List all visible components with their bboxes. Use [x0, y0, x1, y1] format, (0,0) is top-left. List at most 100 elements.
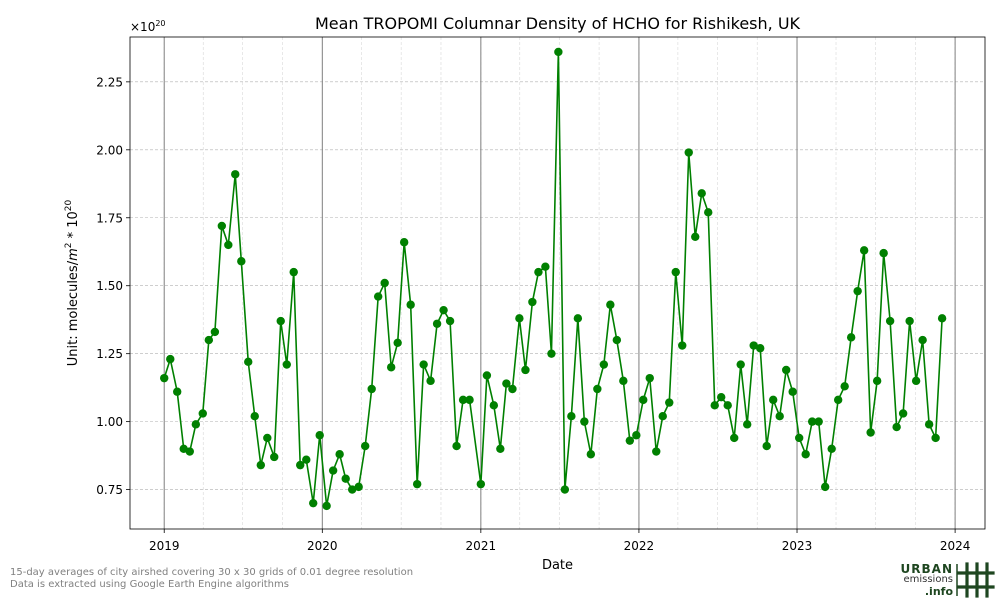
data-point	[599, 360, 609, 369]
data-point	[465, 395, 474, 405]
data-point	[393, 338, 402, 347]
data-point	[697, 189, 706, 198]
x-tick-label: 2022	[624, 539, 655, 553]
data-point	[380, 278, 389, 288]
data-point	[173, 387, 182, 396]
data-point	[191, 420, 201, 429]
year-lines	[163, 37, 956, 529]
data-point	[322, 501, 331, 511]
data-point	[360, 441, 370, 451]
y-offset-text: ×1020	[130, 19, 166, 34]
data-point	[749, 341, 758, 350]
y-axis-label: Unit: molecules/m2 * 1020	[64, 199, 81, 366]
data-point	[911, 376, 921, 386]
data-point	[419, 360, 428, 369]
data-point	[439, 305, 448, 315]
data-point	[534, 267, 543, 277]
data-point	[807, 417, 817, 426]
data-point	[801, 450, 810, 459]
data-point	[665, 398, 674, 407]
data-point	[859, 246, 869, 255]
data-point	[567, 411, 576, 421]
x-tick-label: 2024	[940, 539, 971, 553]
data-point	[905, 316, 914, 326]
x-tick-label: 2023	[782, 539, 813, 553]
data-point	[335, 450, 344, 459]
data-point	[730, 433, 739, 443]
chart-title: Mean TROPOMI Columnar Density of HCHO fo…	[315, 14, 801, 33]
data-point	[250, 411, 259, 421]
y-axis-label-exp2: 20	[64, 199, 74, 211]
data-point	[814, 417, 823, 426]
y-axis-label-prefix: Unit: molecules/	[66, 260, 81, 366]
data-point	[244, 357, 253, 367]
y-tick-label: 1.75	[96, 211, 123, 225]
data-point	[625, 436, 635, 445]
y-tick-label: 1.25	[96, 347, 123, 361]
data-point	[762, 441, 771, 451]
data-point	[736, 360, 745, 369]
data-point	[918, 335, 927, 345]
data-point	[302, 455, 311, 464]
data-point	[412, 479, 422, 489]
data-point	[231, 170, 240, 179]
logo-hash-icon	[956, 562, 995, 598]
data-point	[373, 292, 383, 301]
data-point	[554, 47, 563, 57]
data-point	[820, 482, 830, 492]
data-point	[846, 333, 856, 342]
data-point	[866, 428, 875, 437]
data-point	[309, 498, 318, 508]
data-point	[328, 466, 338, 475]
plot-frame	[129, 36, 986, 530]
data-point	[217, 221, 227, 231]
data-point	[827, 444, 836, 454]
data-point	[937, 314, 947, 323]
data-point	[573, 314, 583, 323]
logo-word-info: .info	[924, 585, 953, 598]
data-point	[263, 433, 272, 443]
data-point	[341, 474, 350, 483]
data-point	[515, 314, 524, 323]
data-point	[452, 441, 461, 451]
data-point	[678, 341, 687, 350]
data-point	[432, 319, 442, 328]
data-point	[879, 248, 888, 258]
data-point	[315, 431, 324, 440]
data-point	[853, 286, 862, 296]
data-point	[560, 485, 570, 494]
data-point	[684, 148, 693, 157]
data-point	[892, 422, 901, 432]
data-point	[639, 395, 648, 405]
data-point	[775, 411, 784, 421]
data-point	[606, 300, 615, 309]
y-offset-exp: 20	[155, 19, 165, 28]
data-point	[671, 267, 680, 277]
data-point	[704, 208, 713, 217]
y-tick-label: 1.50	[96, 279, 123, 293]
data-point	[541, 262, 550, 271]
y-tick-label: 2.00	[96, 143, 123, 157]
urban-emissions-logo: URBAN emissions .info	[893, 561, 997, 598]
data-point	[580, 417, 589, 426]
y-tick-label: 2.25	[96, 75, 123, 89]
data-point	[289, 267, 298, 277]
data-point	[528, 297, 537, 307]
data-point	[367, 384, 376, 394]
data-point	[547, 349, 556, 358]
data-point	[794, 433, 804, 443]
data-point	[717, 392, 726, 402]
data-point	[185, 447, 194, 456]
data-point	[458, 395, 468, 405]
x-tick-label: 2021	[466, 539, 497, 553]
data-point	[426, 376, 435, 386]
data-point	[210, 327, 220, 337]
data-point	[476, 479, 486, 489]
data-point	[756, 344, 765, 353]
logo-word-urban: URBAN	[900, 562, 953, 576]
data-point	[508, 384, 517, 394]
data-point	[769, 395, 778, 405]
data-point	[658, 411, 667, 421]
x-axis-ticks: 2019 2020 2021 2022 2023 2024	[149, 529, 970, 553]
